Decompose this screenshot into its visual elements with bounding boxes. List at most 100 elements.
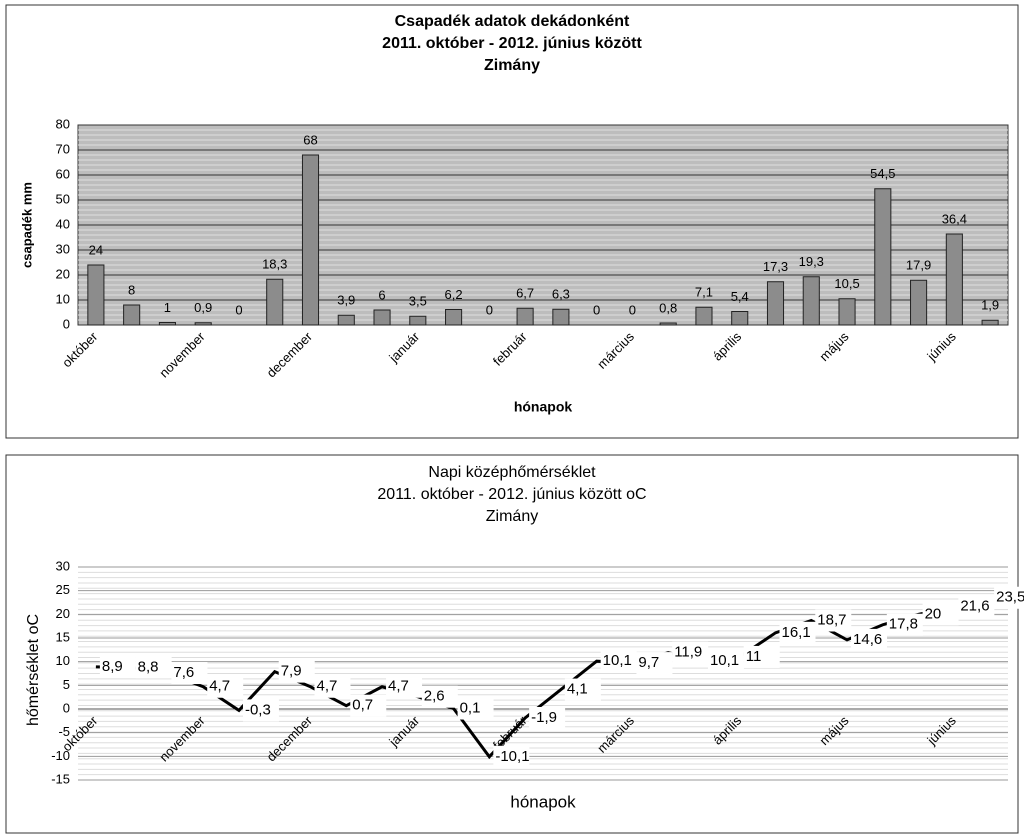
label-box xyxy=(386,675,423,698)
data-label: 0,7 xyxy=(352,697,373,714)
y-tick-label: 20 xyxy=(56,606,70,621)
label-box xyxy=(278,660,315,683)
label-box xyxy=(994,586,1024,609)
data-label: 24 xyxy=(89,242,103,257)
label-box xyxy=(135,656,172,679)
data-label: 10,5 xyxy=(834,276,859,291)
data-label: 10,1 xyxy=(710,652,739,669)
data-label: 8,8 xyxy=(138,658,159,675)
bar xyxy=(123,304,141,326)
bar xyxy=(194,322,212,326)
data-label: 17,9 xyxy=(906,258,931,273)
label-box xyxy=(672,641,709,664)
y-tick-label: 10 xyxy=(56,291,70,306)
data-label: 3,9 xyxy=(337,293,355,308)
data-label: 17,8 xyxy=(889,616,918,633)
bar xyxy=(337,314,355,326)
label-box xyxy=(314,675,351,698)
label-box xyxy=(350,694,387,717)
x-axis-label: hónapok xyxy=(510,792,576,811)
data-label: 7,9 xyxy=(281,663,302,680)
label-box xyxy=(242,699,279,722)
y-tick-label: 5 xyxy=(63,677,70,692)
data-label: 4,1 xyxy=(567,681,588,698)
label-box xyxy=(958,595,995,618)
bar xyxy=(766,281,785,326)
y-tick-label: 10 xyxy=(56,653,70,668)
chart-title: 2011. október - 2012. június között oC xyxy=(377,486,646,503)
data-label: 68 xyxy=(303,132,317,147)
data-label: 0,8 xyxy=(659,300,677,315)
data-label: 5,4 xyxy=(731,289,749,304)
data-label: 7,6 xyxy=(173,664,194,681)
data-label: 7,1 xyxy=(695,285,713,300)
y-tick-label: 0 xyxy=(63,316,70,331)
data-label: 6,2 xyxy=(445,287,463,302)
label-box xyxy=(851,628,888,651)
bar xyxy=(373,309,391,326)
data-label: 18,3 xyxy=(262,257,287,272)
y-tick-label: 30 xyxy=(56,241,70,256)
label-box xyxy=(922,603,959,626)
bar xyxy=(87,264,105,326)
data-label: 10,1 xyxy=(603,652,632,669)
data-label: 0,1 xyxy=(460,699,481,716)
y-tick-label: 40 xyxy=(56,216,70,231)
data-label: 23,5 xyxy=(996,589,1024,606)
bar xyxy=(838,298,856,326)
y-tick-label: -15 xyxy=(51,771,70,786)
label-box xyxy=(600,650,637,673)
data-label: 1 xyxy=(164,300,171,315)
y-tick-label: 30 xyxy=(56,558,70,573)
data-label: 11 xyxy=(746,648,762,665)
y-tick-label: 80 xyxy=(56,116,70,131)
chart-title: Csapadék adatok dekádonként xyxy=(395,13,630,30)
data-label: 36,4 xyxy=(942,211,967,226)
label-box xyxy=(529,706,566,729)
data-label: 4,7 xyxy=(209,678,230,695)
data-label: 0 xyxy=(593,302,600,317)
bar xyxy=(552,308,570,326)
data-label: 11,9 xyxy=(674,644,702,661)
data-label: 6,3 xyxy=(552,287,570,302)
y-tick-label: 50 xyxy=(56,191,70,206)
bar xyxy=(158,322,176,326)
y-tick-label: -5 xyxy=(58,724,70,739)
data-label: 18,7 xyxy=(817,611,846,628)
label-box xyxy=(779,621,816,644)
data-label: 17,3 xyxy=(763,259,788,274)
label-box xyxy=(171,662,208,685)
data-label: 54,5 xyxy=(870,166,895,181)
label-box xyxy=(636,652,673,675)
y-tick-label: 60 xyxy=(56,166,70,181)
x-axis-label: hónapok xyxy=(514,399,573,415)
label-box xyxy=(743,645,780,668)
label-box xyxy=(207,675,244,698)
data-label: 21,6 xyxy=(960,598,989,615)
chart-title: Napi középhőmérséklet xyxy=(428,464,596,481)
data-label: 1,9 xyxy=(981,298,999,313)
bar xyxy=(409,315,427,326)
y-tick-label: 70 xyxy=(56,141,70,156)
data-label: 19,3 xyxy=(799,254,824,269)
chart-title: Zimány xyxy=(484,57,540,74)
data-label: -0,3 xyxy=(245,701,271,718)
label-box xyxy=(99,655,136,678)
label-box xyxy=(564,678,601,701)
data-label: -1,9 xyxy=(531,709,557,726)
data-label: 20 xyxy=(925,605,942,622)
y-tick-label: -10 xyxy=(51,748,70,763)
chart-title: 2011. október - 2012. június között xyxy=(382,35,642,52)
label-box xyxy=(815,609,852,632)
data-label: 14,6 xyxy=(853,631,882,648)
y-tick-label: 25 xyxy=(56,582,70,597)
label-box xyxy=(886,613,923,636)
bar xyxy=(802,276,820,326)
bar xyxy=(731,311,749,326)
label-box xyxy=(493,745,530,768)
label-box xyxy=(457,697,494,720)
data-label: 8 xyxy=(128,282,135,297)
y-axis-label: hőmérséklet oC xyxy=(25,614,42,726)
label-box xyxy=(707,650,744,673)
